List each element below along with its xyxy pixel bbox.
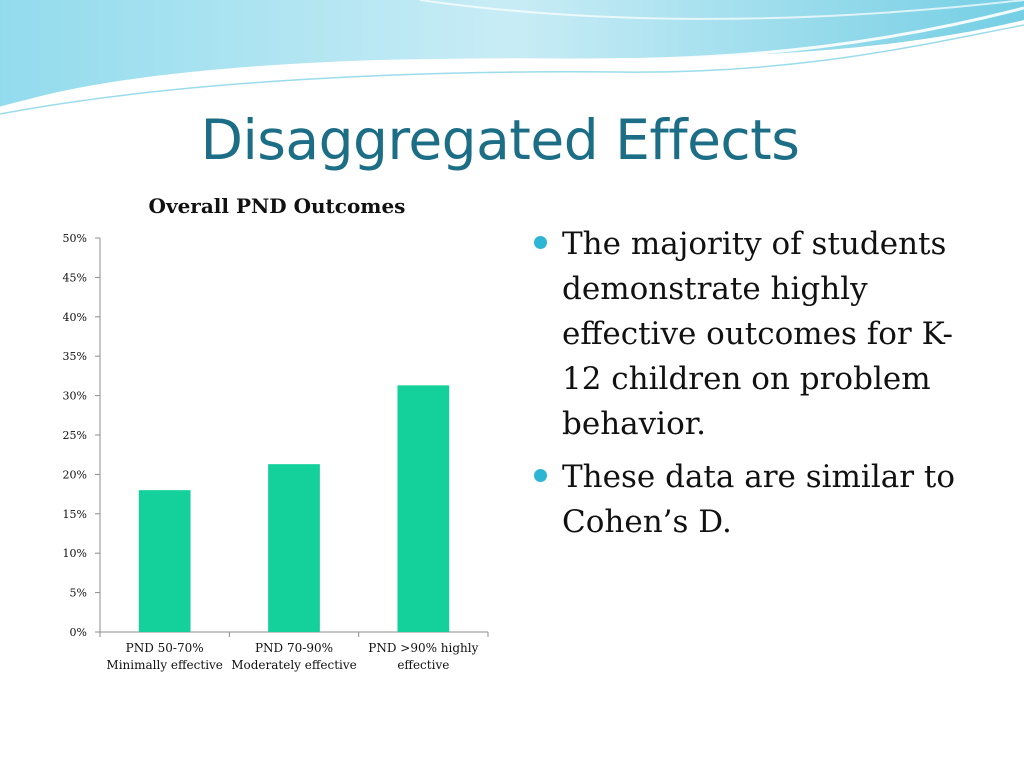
x-tick-label: PND 50-70% Minimally effective	[106, 641, 222, 672]
bar	[268, 464, 320, 632]
y-tick-label: 25%	[63, 429, 87, 442]
y-tick-label: 40%	[63, 311, 87, 324]
bullet-dot-icon	[534, 469, 547, 482]
y-tick-label: 20%	[63, 468, 87, 481]
y-tick-label: 50%	[63, 232, 87, 245]
y-tick-label: 5%	[70, 587, 87, 600]
bullet-dot-icon	[534, 236, 547, 249]
header-wave-decoration	[0, 0, 1024, 115]
bullet-item: These data are similar to Cohen’s D.	[530, 455, 970, 545]
x-tick-label-line: effective	[397, 658, 449, 672]
y-axis: 0% 5% 10% 15% 20% 25% 30% 35% 40% 45% 50%	[63, 232, 101, 639]
bullet-item: The majority of students demonstrate hig…	[530, 222, 970, 447]
x-tick-labels: PND 50-70% Minimally effective PND 70-90% M…	[106, 641, 478, 672]
x-tick-label-line: PND 50-70%	[126, 641, 204, 655]
x-tick-label-line: PND >90% highly	[368, 641, 478, 655]
y-tick-label: 30%	[63, 390, 87, 403]
chart-title: Overall PND Outcomes	[149, 194, 406, 218]
slide-title: Disaggregated Effects	[200, 108, 800, 172]
bar	[138, 490, 191, 632]
x-tick-label-line: PND 70-90%	[255, 641, 333, 655]
x-tick-label-line: Minimally effective	[106, 658, 222, 672]
x-tick-label: PND 70-90% Moderately effective	[231, 641, 357, 672]
bullet-text: The majority of students demonstrate hig…	[562, 226, 953, 442]
x-axis	[99, 631, 489, 637]
x-tick-label-line: Moderately effective	[231, 658, 357, 672]
bullet-list: The majority of students demonstrate hig…	[530, 222, 970, 553]
bullet-text: These data are similar to Cohen’s D.	[562, 459, 956, 540]
bar	[397, 385, 450, 632]
bar-chart: Overall PND Outcomes 0% 5% 10% 15% 20% 25% 30%…	[63, 194, 489, 672]
x-tick-label: PND >90% highly effective	[368, 641, 478, 672]
y-tick-label: 35%	[63, 350, 87, 363]
y-tick-label: 0%	[70, 626, 87, 639]
y-tick-label: 10%	[63, 547, 87, 560]
bars	[138, 385, 450, 632]
y-tick-label: 15%	[63, 508, 87, 521]
y-tick-label: 45%	[63, 271, 87, 284]
